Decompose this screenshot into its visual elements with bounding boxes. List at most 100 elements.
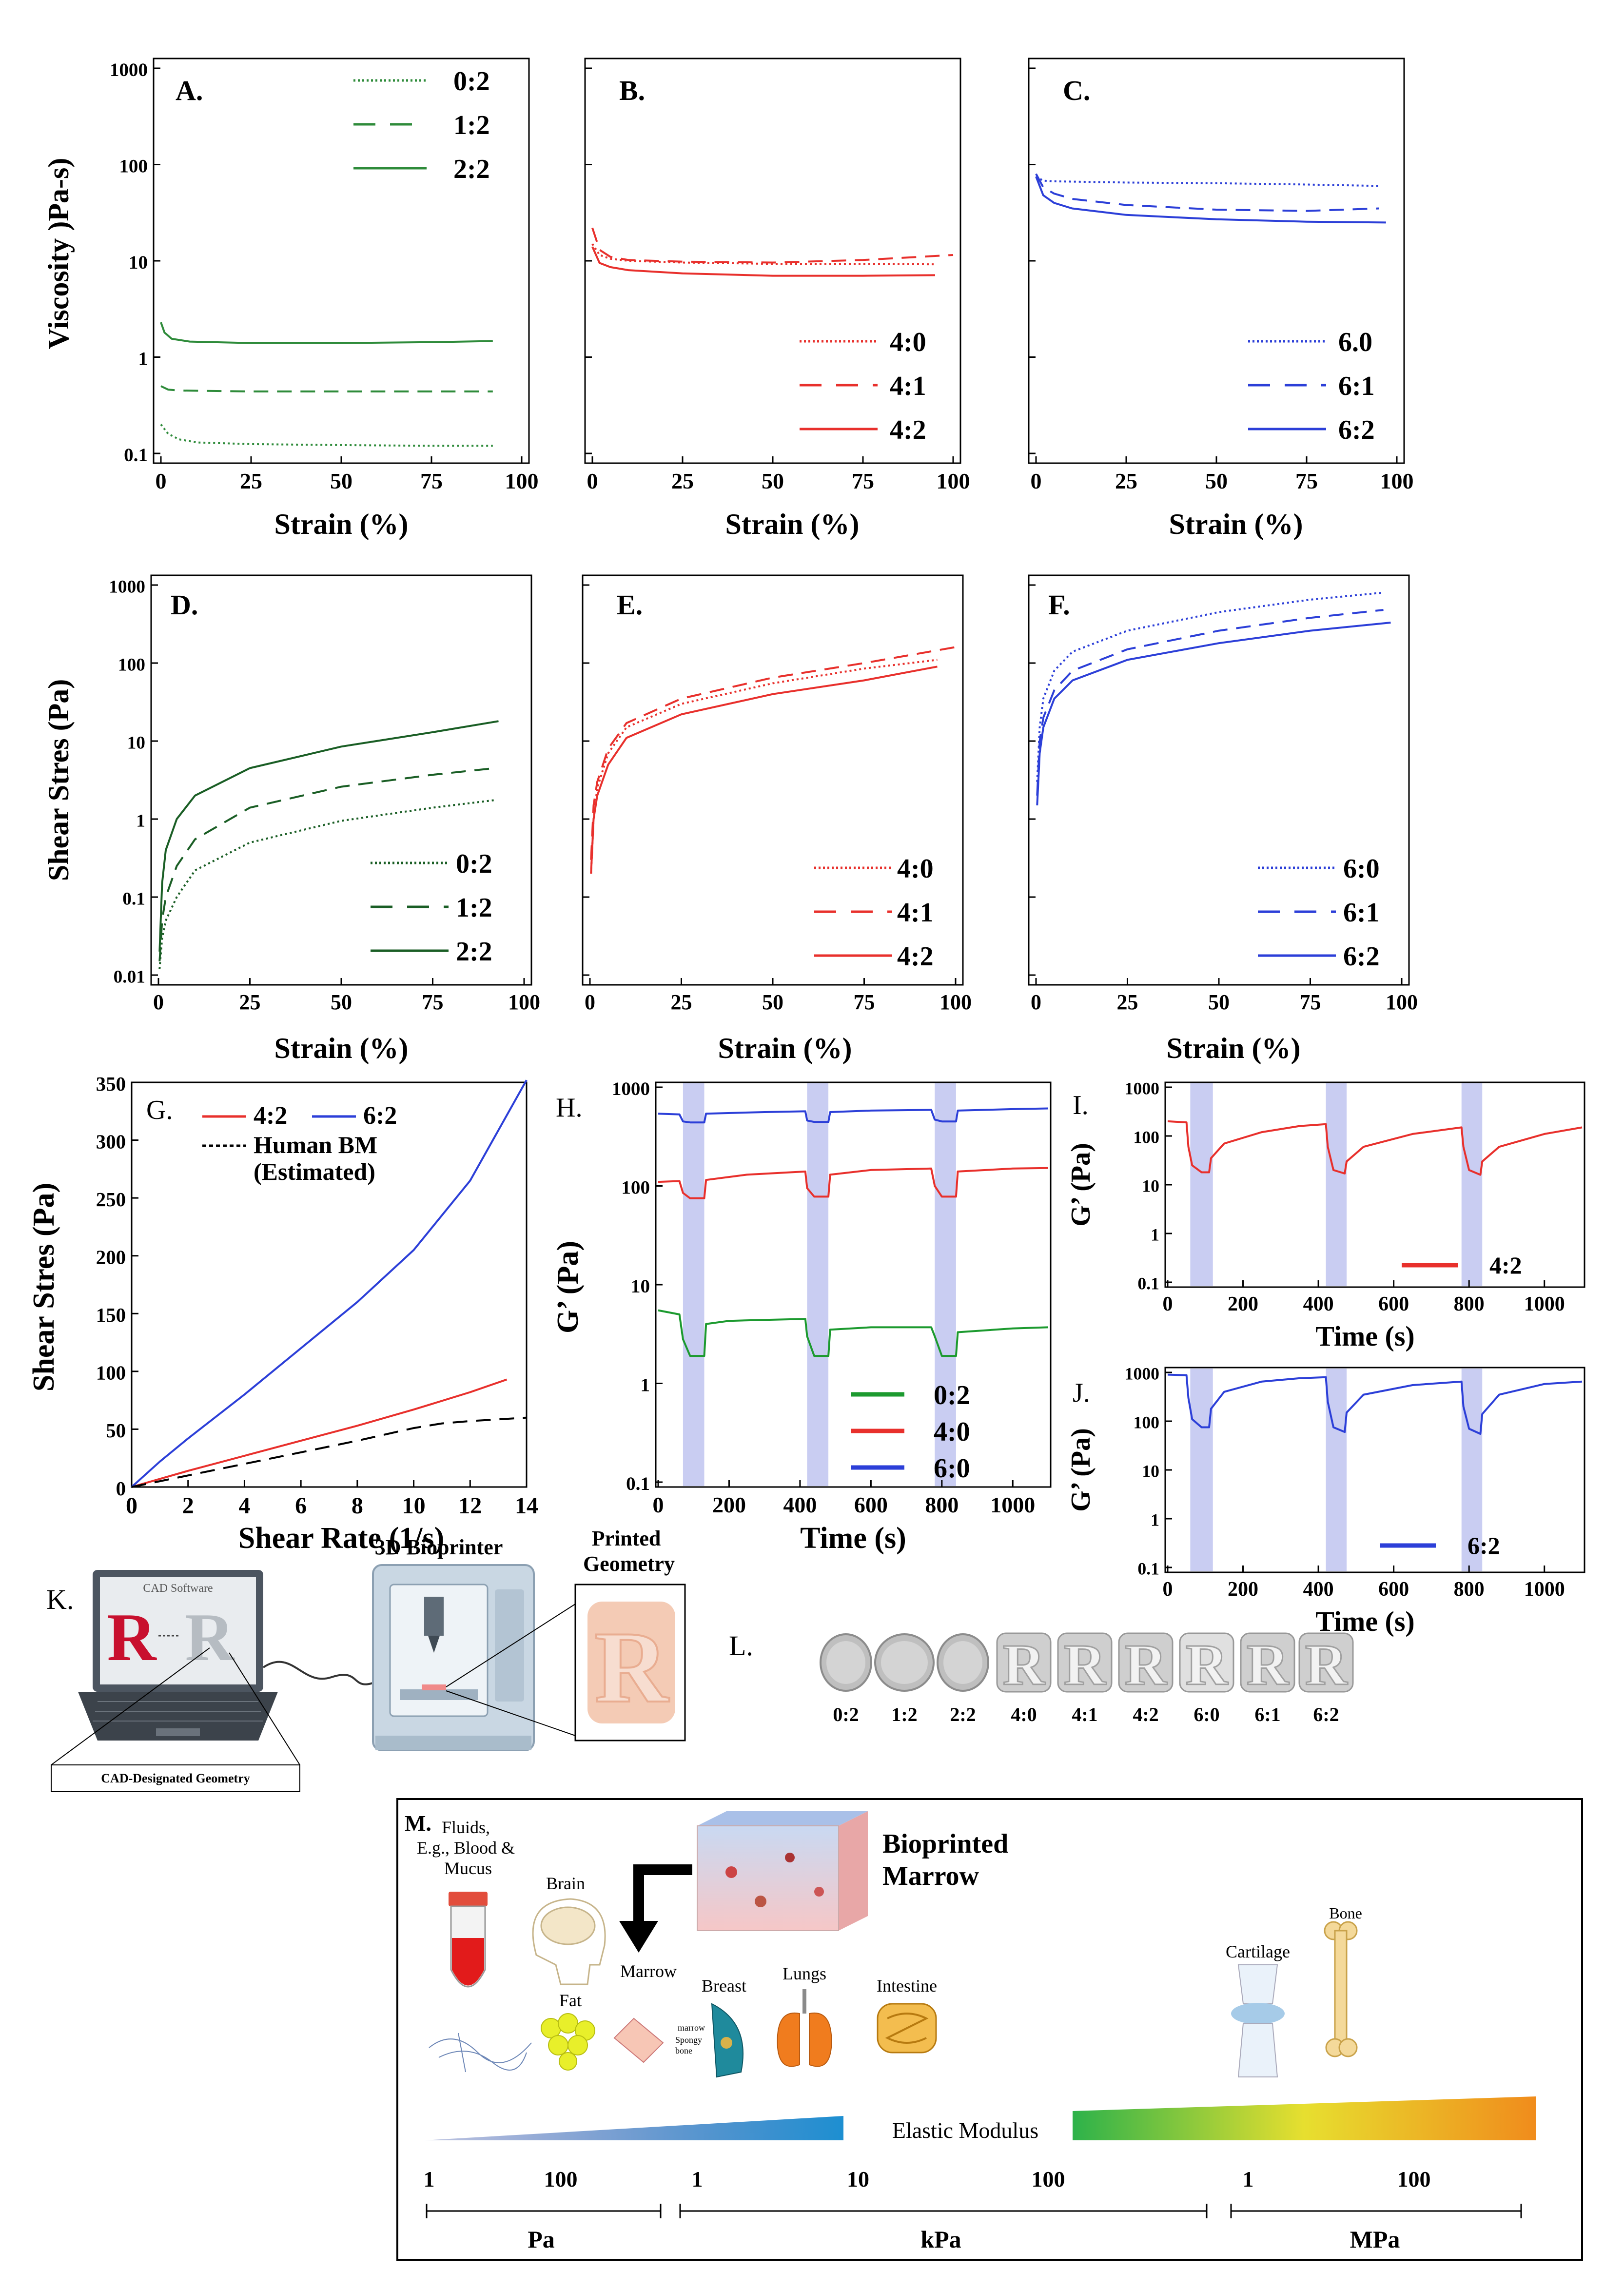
- laptop-touchpad: [156, 1728, 200, 1736]
- x-tick-label: 25: [239, 990, 261, 1014]
- y-tick-label: 100: [118, 655, 145, 675]
- series-line-6-2: [131, 1079, 528, 1488]
- x-tick-label: 100: [508, 990, 540, 1014]
- y-tick-label: 10: [1142, 1462, 1159, 1481]
- breast-icon: [711, 2003, 744, 2078]
- x-tick-label: 1000: [1524, 1578, 1565, 1601]
- series-line-6-2: [1036, 622, 1391, 805]
- cad-designated-label: CAD-Designated Geometry: [101, 1771, 250, 1785]
- cad-letter-gray: R: [185, 1600, 235, 1675]
- x-tick-label: 0: [585, 990, 595, 1014]
- y-tick-label: 0.1: [626, 1473, 650, 1494]
- panel-a-plot: 0 25 50 75 100 0.1 1 10 100 1000: [110, 59, 539, 493]
- printer-cable: [262, 1661, 376, 1685]
- series-line-4-2: [590, 665, 938, 874]
- x-axis-label-g: Shear Rate (1/s): [238, 1522, 444, 1555]
- y-tick-label: 200: [96, 1247, 126, 1269]
- panel-m: M. Fluids, E.g., Blood & Mucus Brain Fat: [396, 1798, 1583, 2261]
- legend-label: 6.0: [1338, 327, 1372, 357]
- panel-i-plot: 0 200 400 600 800 1000 0.1 1 10 100 1000: [1125, 1079, 1583, 1315]
- panel-label-i: I.: [1073, 1090, 1089, 1120]
- spongy-bone-line: Spongy: [675, 2035, 702, 2045]
- fluids-line: Fluids,: [442, 1818, 490, 1837]
- y-tick-label: 0.1: [1137, 1559, 1159, 1579]
- printed-geometry-letter: R: [594, 1611, 669, 1724]
- panel-g-plot: 0 2 4 6 8 10 12 14 0 50 100 150 200 250 300 350: [96, 1073, 538, 1519]
- panel-k: K. CAD Software R R CAD-Designated Geome…: [46, 1526, 686, 1792]
- series-line-6-0: [658, 1107, 1049, 1124]
- series-line-4-0: [658, 1167, 1049, 1199]
- y-tick-label: 0: [116, 1478, 126, 1500]
- gel-r-letter: R: [1064, 1632, 1107, 1697]
- plot-frame: [1164, 1367, 1585, 1573]
- legend-label: 2:2: [456, 937, 492, 967]
- x-axis-label-d: Strain (%): [274, 1032, 409, 1064]
- printer-window: [389, 1584, 489, 1717]
- x-tick-label: 800: [925, 1492, 959, 1517]
- legend-label: 4:2: [897, 941, 934, 972]
- x-tick-label: 25: [1117, 990, 1138, 1014]
- y-tick-label: 10: [1142, 1176, 1159, 1196]
- x-tick-label: 100: [505, 469, 539, 493]
- lungs-label: Lungs: [783, 1964, 826, 1983]
- sample-label: 4:1: [1072, 1703, 1097, 1725]
- x-tick-label: 2: [182, 1493, 194, 1519]
- legend-label: 4:2: [254, 1102, 287, 1130]
- x-tick-label: 0: [1163, 1578, 1173, 1601]
- x-tick-label: 75: [852, 469, 874, 493]
- x-tick-label: 75: [1300, 990, 1321, 1014]
- fluids-line: E.g., Blood &: [417, 1838, 515, 1858]
- gel-r-letter: R: [1186, 1632, 1229, 1697]
- spongy-bone-line: bone: [675, 2046, 692, 2055]
- stimulus-band: [1461, 1369, 1483, 1571]
- legend-label: 6:2: [363, 1102, 397, 1130]
- series-line-1-2: [160, 385, 493, 392]
- panel-label-a: A.: [176, 75, 203, 106]
- y-tick-label: 0.1: [122, 889, 145, 909]
- series-line-2-2: [160, 322, 493, 344]
- series-line-4-2: [1167, 1120, 1583, 1176]
- printer-bed: [400, 1689, 478, 1700]
- x-tick-label: 50: [1205, 469, 1228, 493]
- legend-label: 6:1: [1338, 371, 1375, 401]
- legend-label: 6:2: [1467, 1532, 1500, 1559]
- fluids-label: Fluids, E.g., Blood & Mucus: [417, 1818, 519, 1878]
- series-line-6-0: [1036, 176, 1379, 187]
- panel-j: 0 200 400 600 800 1000 0.1 1 10 100 1000 J. G’ (Pa…: [1066, 1364, 1585, 1637]
- intestine-label: Intestine: [877, 1976, 937, 1996]
- printed-geometry-line2: Geometry: [583, 1552, 675, 1576]
- legend-label: 6:1: [1343, 898, 1380, 928]
- y-tick-label: 1000: [109, 577, 145, 597]
- y-axis-label-j: G’ (Pa): [1066, 1428, 1096, 1512]
- sample-label: 6:1: [1254, 1703, 1280, 1725]
- y-axis-label-h: G’ (Pa): [551, 1241, 585, 1333]
- x-tick-label: 100: [1386, 990, 1418, 1014]
- y-tick-label: 1: [1151, 1510, 1159, 1530]
- y-tick-label: 1000: [612, 1078, 650, 1099]
- y-tick-label: 100: [621, 1177, 650, 1198]
- printer-nozzle: [428, 1636, 440, 1653]
- x-axis-label-a: Strain (%): [274, 508, 409, 540]
- series-line-4-2: [591, 246, 936, 277]
- legend-label: 0:2: [934, 1380, 970, 1410]
- gel-r-letter: R: [1247, 1632, 1290, 1697]
- x-tick-label: 6: [295, 1493, 307, 1519]
- x-tick-label: 200: [1228, 1293, 1258, 1315]
- panel-b: 0 25 50 75 100 B. Strain (%) 4:0 4:1 4:2: [584, 58, 970, 540]
- x-tick-label: 0: [653, 1492, 664, 1517]
- fat-icon: [541, 2013, 595, 2071]
- laptop-base: [78, 1692, 278, 1741]
- legend-label: 0:2: [453, 66, 490, 97]
- gel-r-letter: R: [1003, 1632, 1046, 1697]
- x-tick-label: 100: [937, 469, 970, 493]
- y-tick-label: 1000: [110, 59, 148, 80]
- panel-label-e: E.: [617, 589, 643, 621]
- x-axis-label-j: Time (s): [1315, 1605, 1415, 1637]
- x-tick-label: 800: [1454, 1578, 1485, 1601]
- legend-label: 4:0: [890, 327, 926, 357]
- printer-head: [424, 1597, 444, 1636]
- panel-a: 0 25 50 75 100 0.1 1 10 100 1000 A. Viscosity )Pa…: [42, 58, 539, 540]
- x-tick-label: 12: [458, 1493, 482, 1519]
- arrow-down-icon: [619, 1864, 692, 1953]
- x-tick-label: 25: [1115, 469, 1137, 493]
